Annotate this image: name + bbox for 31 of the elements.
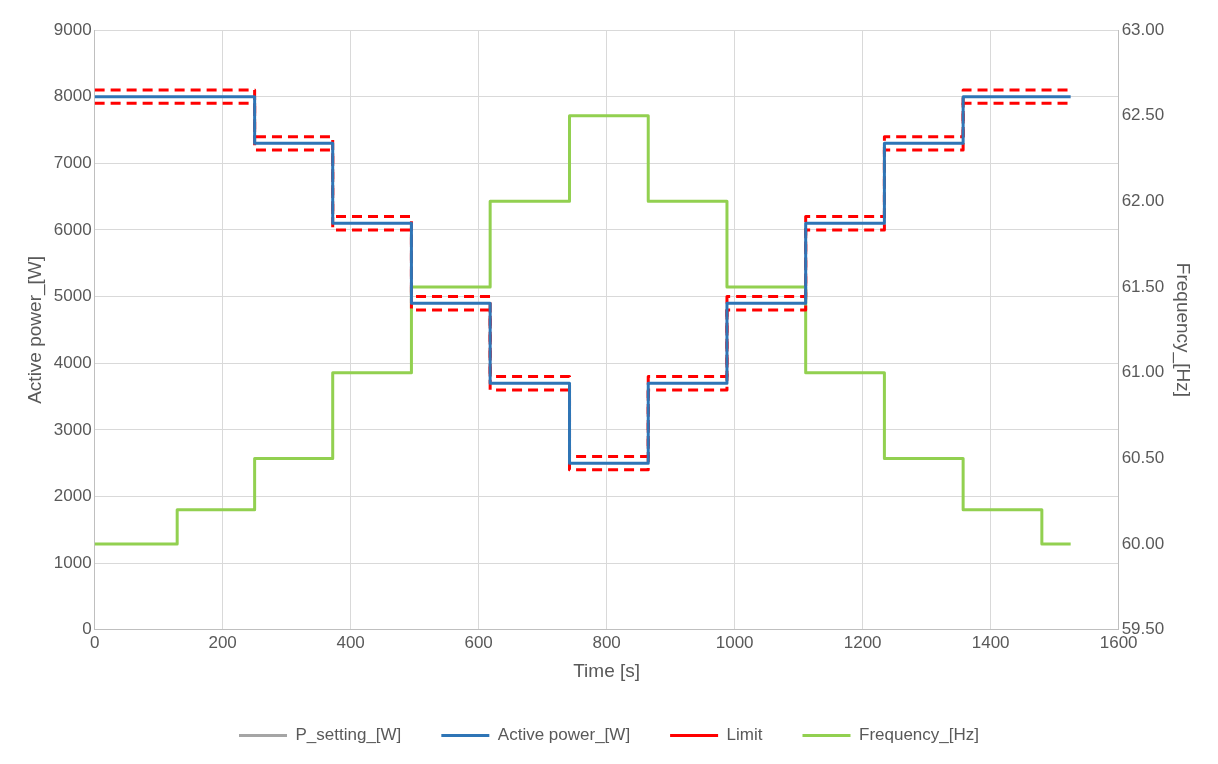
y2-tick-label: 63.00 [1121,19,1165,39]
y-tick-label: 7000 [53,152,92,172]
y2-tick-label: 60.50 [1121,448,1165,468]
legend-label: Active power_[W] [497,725,631,745]
y2-tick-label: 61.00 [1121,362,1165,382]
y-tick-label: 1000 [53,552,92,572]
y-tick-label: 9000 [53,19,92,39]
legend-label: P_setting_[W] [295,725,402,745]
y-tick-label: 8000 [53,86,92,106]
x-tick-label: 1400 [971,632,1010,652]
x-tick-label: 1000 [715,632,754,652]
y2-tick-label: 60.00 [1121,533,1165,553]
y2-tick-label: 61.50 [1121,276,1165,296]
y-tick-label: 2000 [53,486,92,506]
x-axis-title: Time [s] [573,659,641,681]
x-tick-label: 1200 [843,632,882,652]
x-tick-label: 600 [464,632,493,652]
x-tick-label: 200 [208,632,237,652]
y-tick-label: 4000 [53,352,92,372]
x-tick-label: 400 [336,632,365,652]
y-tick-label: 3000 [53,419,92,439]
y2-tick-label: 62.50 [1121,105,1165,125]
y2-axis-title: Frequency_[Hz] [1172,262,1195,397]
y-tick-label: 6000 [53,219,92,239]
y2-tick-label: 62.00 [1121,191,1165,211]
legend-label: Frequency_[Hz] [858,725,979,745]
y-axis-title: Active power_[W] [23,255,46,404]
x-tick-label: 800 [592,632,621,652]
y-tick-label: 0 [82,619,92,639]
legend-label: Limit [726,725,763,745]
y-tick-label: 5000 [53,286,92,306]
